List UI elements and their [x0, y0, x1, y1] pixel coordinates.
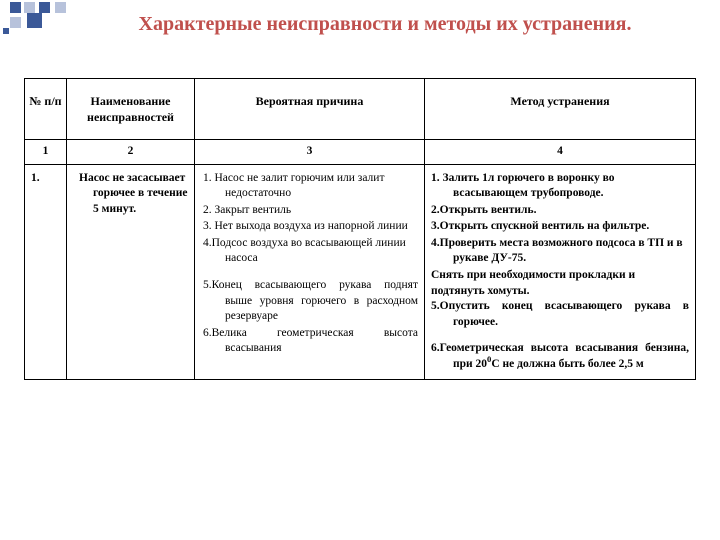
colnum-3: 3 [195, 140, 425, 165]
method-item: 6.Геометрическая высота всасывания бензи… [431, 341, 689, 372]
table-header: № п/п Наименование неисправностей Вероят… [25, 79, 696, 140]
method-gap [431, 331, 689, 341]
cause-item: 6.Велика геометрическая высота всасывани… [203, 326, 418, 357]
method-item: 1. Залить 1л горючего в воронку во всасы… [431, 171, 689, 202]
col-header-cause: Вероятная причина [195, 79, 425, 140]
method-item-cont: Снять при необходимости прокладки и подт… [431, 268, 689, 299]
faults-table-container: № п/п Наименование неисправностей Вероят… [24, 78, 696, 530]
method-cell: 1. Залить 1л горючего в воронку во всасы… [425, 164, 696, 379]
method-item: 5.Опустить конец всасывающего рукава в г… [431, 299, 689, 330]
cause-item: 1. Насос не залит горючим или залит недо… [203, 171, 418, 202]
method-item: 2.Открыть вентиль. [431, 203, 689, 219]
col-header-num: № п/п [25, 79, 67, 140]
cause-gap [203, 268, 418, 278]
colnum-2: 2 [67, 140, 195, 165]
cause-item: 2. Закрыт вентиль [203, 203, 418, 219]
colnum-4: 4 [425, 140, 696, 165]
table-row: 1. Насос не засасывает горючее в течение… [25, 164, 696, 379]
col-header-name: Наименование неисправностей [67, 79, 195, 140]
column-number-row: 1 2 3 4 [25, 140, 696, 165]
col-header-method: Метод устранения [425, 79, 696, 140]
fault-name-cell: Насос не засасывает горючее в течение 5 … [67, 164, 195, 379]
fault-name: Насос не засасывает горючее в течение 5 … [73, 171, 188, 218]
method-item: 3.Открыть спускной вентиль на фильтре. [431, 219, 689, 235]
faults-table: № п/п Наименование неисправностей Вероят… [24, 78, 696, 380]
page-title: Характерные неисправности и методы их ус… [80, 12, 690, 37]
title-text: Характерные неисправности и методы их ус… [139, 13, 627, 35]
cause-cell: 1. Насос не залит горючим или залит недо… [195, 164, 425, 379]
title-dot: . [626, 13, 631, 35]
colnum-1: 1 [25, 140, 67, 165]
row-number: 1. [25, 164, 67, 379]
cause-item: 3. Нет выхода воздуха из напорной линии [203, 219, 418, 235]
cause-item: 4.Подсос воздуха во всасывающей линии на… [203, 236, 418, 267]
cause-item: 5.Конец всасывающего рукава поднят выше … [203, 278, 418, 325]
method-item: 4.Проверить места возможного подсоса в Т… [431, 236, 689, 267]
